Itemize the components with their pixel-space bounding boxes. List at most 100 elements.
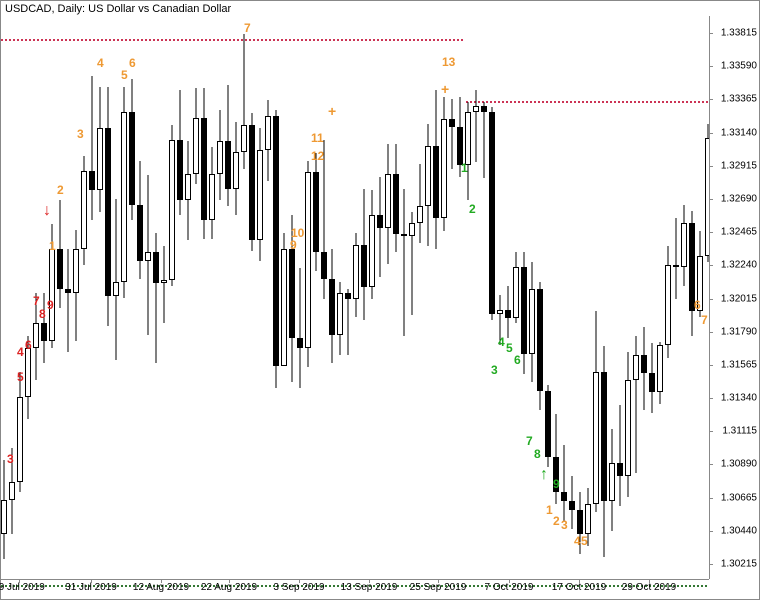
wave-label: 3 <box>77 127 84 141</box>
chart-title: USDCAD, Daily: US Dollar vs Canadian Dol… <box>5 3 231 15</box>
wave-label: 1 <box>546 503 553 517</box>
candle <box>513 16 519 581</box>
candle <box>209 16 215 581</box>
candle <box>257 16 263 581</box>
candle <box>449 16 455 581</box>
wave-label: 8 <box>39 307 46 321</box>
x-axis: 19 Jul 201931 Jul 201912 Aug 201922 Aug … <box>1 579 709 599</box>
candle <box>337 16 343 581</box>
y-tick-label: 1.32915 <box>721 160 757 171</box>
candle <box>385 16 391 581</box>
candle <box>609 16 615 581</box>
wave-label: 3 <box>561 518 568 532</box>
wave-label: 2 <box>469 202 476 216</box>
candle <box>65 16 71 581</box>
candle <box>441 16 447 581</box>
wave-label: 6 <box>25 338 32 352</box>
candle <box>265 16 271 581</box>
candle <box>9 16 15 581</box>
wave-label: 5 <box>506 341 513 355</box>
x-tick-label: 22 Aug 2019 <box>201 582 257 593</box>
x-tick-label: 17 Oct 2019 <box>552 582 606 593</box>
y-tick-label: 1.33140 <box>721 127 757 138</box>
candle <box>577 16 583 581</box>
candle <box>129 16 135 581</box>
candle <box>345 16 351 581</box>
wave-label: 5 <box>17 370 24 384</box>
wave-label: 4 <box>574 534 581 548</box>
x-tick-label: 31 Jul 2019 <box>65 582 117 593</box>
wave-label: 9 <box>47 298 54 312</box>
candle <box>137 16 143 581</box>
wave-label: 7 <box>526 434 533 448</box>
arrow-marker: ↓ <box>43 202 51 220</box>
y-tick-label: 1.30890 <box>721 459 757 470</box>
candle <box>161 16 167 581</box>
candle <box>249 16 255 581</box>
plot-area: 345678912345679101112131234567891234567↓… <box>1 16 709 579</box>
wave-label: 11 <box>311 131 324 145</box>
candle <box>329 16 335 581</box>
y-tick-label: 1.32015 <box>721 293 757 304</box>
y-tick-label: 1.31565 <box>721 359 757 370</box>
candle <box>537 16 543 581</box>
candle <box>601 16 607 581</box>
candle <box>593 16 599 581</box>
candle <box>1 16 7 581</box>
candle <box>521 16 527 581</box>
wave-label: 6 <box>514 353 521 367</box>
candle <box>169 16 175 581</box>
wave-label: 5 <box>581 534 588 548</box>
y-tick-label: 1.31115 <box>722 426 757 437</box>
candle <box>89 16 95 581</box>
candle <box>145 16 151 581</box>
candle <box>241 16 247 581</box>
wave-label: 5 <box>121 68 128 82</box>
candle <box>177 16 183 581</box>
y-tick-label: 1.30215 <box>721 559 757 570</box>
candle <box>553 16 559 581</box>
x-tick-label: 7 Oct 2019 <box>485 582 534 593</box>
y-tick-label: 1.31790 <box>721 326 757 337</box>
candle <box>625 16 631 581</box>
candle <box>665 16 671 581</box>
candle <box>113 16 119 581</box>
candle <box>321 16 327 581</box>
candle <box>529 16 535 581</box>
wave-label: 4 <box>97 56 104 70</box>
candle <box>641 16 647 581</box>
candle <box>681 16 687 581</box>
y-tick-label: 1.32240 <box>721 260 757 271</box>
wave-label: 2 <box>553 514 560 528</box>
wave-label: 13 <box>442 55 455 69</box>
candle <box>193 16 199 581</box>
y-tick-label: 1.31340 <box>721 393 757 404</box>
y-axis: 1.338151.335901.333651.331401.329151.326… <box>709 16 759 579</box>
candle <box>433 16 439 581</box>
candle <box>305 16 311 581</box>
wave-label: 1 <box>49 239 56 253</box>
y-tick-label: 1.33815 <box>721 27 757 38</box>
candle <box>505 16 511 581</box>
candle <box>289 16 295 581</box>
candle <box>73 16 79 581</box>
candle <box>217 16 223 581</box>
candle <box>201 16 207 581</box>
cross-marker: + <box>328 103 336 119</box>
candle <box>17 16 23 581</box>
candle <box>393 16 399 581</box>
candle <box>457 16 463 581</box>
candle <box>377 16 383 581</box>
candle <box>497 16 503 581</box>
candle <box>361 16 367 581</box>
wave-label: 4 <box>498 335 505 349</box>
candle <box>481 16 487 581</box>
y-tick-label: 1.33590 <box>721 61 757 72</box>
y-tick-label: 1.32690 <box>721 193 757 204</box>
candle <box>649 16 655 581</box>
cross-marker: + <box>441 81 449 97</box>
candle <box>633 16 639 581</box>
candle <box>25 16 31 581</box>
arrow-marker: ↑ <box>540 466 548 484</box>
x-tick-label: 29 Oct 2019 <box>622 582 676 593</box>
